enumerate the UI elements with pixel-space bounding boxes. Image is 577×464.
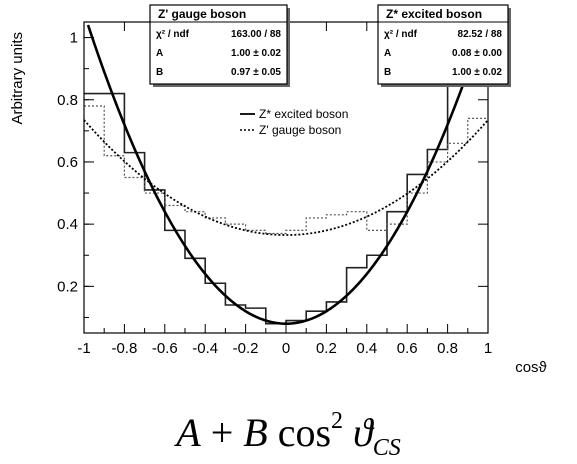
fit-param-value: 1.00 ± 0.02: [452, 67, 502, 78]
fit-param-value: 163.00 / 88: [231, 29, 281, 40]
x-tick-label: 0.8: [437, 340, 458, 357]
legend-label: Z* excited boson: [259, 107, 348, 121]
zprime-fit-curve: [83, 119, 489, 236]
formula-exponent: 2: [331, 408, 344, 434]
x-tick-label: 0.2: [316, 340, 337, 357]
formula: A + B cos2 ϑCS: [0, 408, 577, 462]
x-tick-label: -1: [77, 340, 90, 357]
x-tick-label: 0.6: [397, 340, 418, 357]
fit-param-value: 1.00 ± 0.02: [231, 48, 281, 59]
formula-b: B: [243, 410, 268, 455]
legend: Z* excited boson Z' gauge boson: [240, 107, 348, 137]
x-tick-label: 0: [282, 340, 290, 357]
fit-box-frame: [377, 4, 509, 85]
formula-subscript: CS: [372, 435, 401, 461]
fit-box-title: Z' gauge boson: [158, 7, 246, 21]
x-tick-label: -0.4: [192, 340, 218, 357]
x-axis-label: cosϑ: [515, 359, 547, 376]
x-tick-label: 1: [484, 340, 492, 357]
y-axis-label: Arbitrary units: [9, 32, 26, 125]
x-tick-label: -0.2: [233, 340, 259, 357]
formula-theta: ϑ: [343, 410, 373, 455]
formula-cos: cos: [267, 410, 332, 455]
y-tick-label: 0.6: [57, 154, 78, 171]
fit-param-name: A: [384, 48, 391, 59]
fit-box-frame: [149, 4, 288, 85]
fit-curves: [83, 24, 489, 325]
fit-box-title: Z* excited boson: [386, 7, 482, 21]
formula-plus: +: [200, 410, 244, 455]
y-tick-label: 0.2: [57, 278, 78, 295]
fit-boxes: Z' gauge boson χ² / ndf 163.00 / 88 A 1.00 ±…: [149, 4, 511, 87]
fit-param-name: B: [156, 67, 163, 78]
fit-param-name: A: [156, 48, 163, 59]
fit-param-value: 0.08 ± 0.00: [452, 48, 502, 59]
y-tick-label: 1: [70, 30, 78, 47]
y-tick-label: 0.4: [57, 216, 78, 233]
fit-param-name: B: [384, 67, 391, 78]
y-tick-label: 0.8: [57, 92, 78, 109]
x-tick-label: -0.8: [111, 340, 137, 357]
x-tick-label: 0.4: [356, 340, 377, 357]
zstar-histogram: [84, 49, 488, 325]
fit-param-name: χ² / ndf: [384, 29, 418, 40]
formula-a: A: [176, 410, 201, 455]
zstar-fit-box: Z* excited boson χ² / ndf 82.52 / 88 A 0.08 …: [377, 4, 511, 87]
fit-param-value: 0.97 ± 0.05: [231, 67, 281, 78]
fit-param-value: 82.52 / 88: [458, 29, 503, 40]
legend-label: Z' gauge boson: [259, 123, 341, 137]
zprime-fit-box: Z' gauge boson χ² / ndf 163.00 / 88 A 1.00 ±…: [149, 4, 290, 87]
fit-param-name: χ² / ndf: [156, 29, 190, 40]
zstar-fit-curve: [86, 24, 486, 325]
x-tick-label: -0.6: [152, 340, 178, 357]
